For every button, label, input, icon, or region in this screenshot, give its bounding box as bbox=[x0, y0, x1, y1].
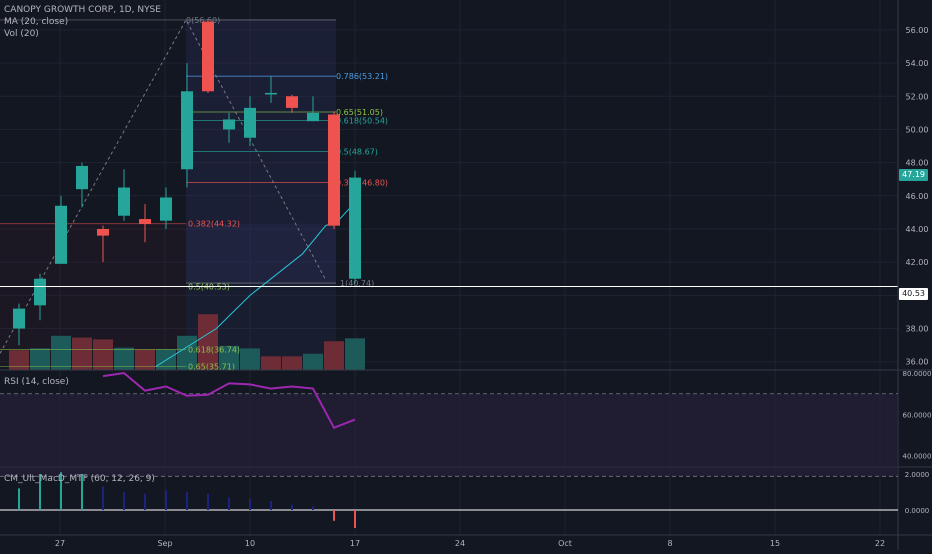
macd-bar bbox=[228, 497, 230, 510]
fib-label: 0.382(46.80) bbox=[336, 179, 388, 188]
rsi-axis-label: 40.0000 bbox=[903, 453, 932, 461]
rsi-axis-label: 60.0000 bbox=[903, 411, 932, 419]
macd-bar bbox=[249, 499, 251, 510]
price-axis-label: 50.00 bbox=[906, 125, 929, 134]
price-axis-label: 36.00 bbox=[906, 358, 929, 367]
volume-bar bbox=[198, 314, 218, 370]
macd-bar bbox=[81, 474, 83, 510]
volume-bar bbox=[72, 337, 92, 370]
chart-title: CANOPY GROWTH CORP, 1D, NYSE bbox=[4, 5, 161, 15]
volume-bar bbox=[135, 349, 155, 370]
rsi-legend: RSI (14, close) bbox=[4, 377, 69, 387]
price-axis-label: 46.00 bbox=[906, 192, 929, 201]
time-axis-label: 8 bbox=[667, 539, 672, 548]
macd-bar bbox=[123, 492, 125, 510]
price-axis-label: 52.00 bbox=[906, 92, 929, 101]
macd-bar bbox=[165, 490, 167, 510]
candle-body bbox=[55, 205, 67, 264]
price-axis-label: 56.00 bbox=[906, 26, 929, 35]
macd-bar bbox=[39, 474, 41, 510]
volume-bar bbox=[282, 356, 302, 370]
fib-label: 0.618(50.54) bbox=[336, 116, 388, 125]
price-axis-label: 42.00 bbox=[906, 258, 929, 267]
macd-bar bbox=[60, 472, 62, 510]
candle-body bbox=[286, 96, 298, 108]
candle-body bbox=[139, 219, 151, 225]
time-axis-label: 27 bbox=[55, 539, 65, 548]
candle-body bbox=[328, 114, 340, 226]
rsi-band bbox=[0, 393, 898, 477]
time-axis-label: 22 bbox=[875, 539, 885, 548]
fib-label: 0.65(51.05) bbox=[336, 108, 383, 117]
volume-bar bbox=[240, 348, 260, 370]
candle-body bbox=[202, 21, 214, 92]
fib-label-old: 0.382(44.32) bbox=[188, 220, 240, 229]
volume-bar bbox=[345, 338, 365, 370]
candle-body bbox=[349, 177, 361, 279]
candle-body bbox=[223, 119, 235, 130]
candle-body bbox=[244, 107, 256, 138]
price-axis-label: 44.00 bbox=[906, 225, 929, 234]
macd-legend: CM_Ult_MacD_MTF (60, 12, 26, 9) bbox=[4, 474, 155, 484]
time-axis-label: 17 bbox=[350, 539, 360, 548]
time-axis-label: 15 bbox=[770, 539, 780, 548]
fib-label: 0.786(53.21) bbox=[336, 72, 388, 81]
price-axis-label: 48.00 bbox=[906, 159, 929, 168]
time-axis-label: Oct bbox=[558, 539, 572, 548]
macd-bar bbox=[186, 492, 188, 510]
volume-bar bbox=[93, 339, 113, 370]
volume-bar bbox=[324, 341, 344, 370]
macd-axis-label: 2.0000 bbox=[905, 471, 930, 479]
macd-bar bbox=[312, 506, 314, 510]
candle-body bbox=[97, 228, 109, 236]
ma-legend: MA (20, close) bbox=[4, 17, 69, 27]
candle-body bbox=[76, 165, 88, 190]
volume-bar bbox=[219, 345, 239, 370]
last-price-tag: 47.19 bbox=[899, 169, 928, 181]
volume-bar bbox=[303, 353, 323, 370]
volume-bar bbox=[114, 347, 134, 370]
candle-body bbox=[13, 308, 25, 329]
macd-bar bbox=[102, 486, 104, 510]
time-axis-label: Sep bbox=[157, 539, 172, 548]
macd-bar bbox=[144, 493, 146, 510]
candle-body bbox=[118, 187, 130, 216]
volume-bar bbox=[51, 335, 71, 370]
macd-bar bbox=[270, 501, 272, 510]
fib-label-old: 0.65(35.71) bbox=[188, 363, 235, 372]
price-axis-label: 54.00 bbox=[906, 59, 929, 68]
crosshair-price-tag: 40.53 bbox=[899, 288, 928, 300]
fib-label: 0(56.60) bbox=[186, 16, 220, 25]
candle-body bbox=[265, 92, 277, 95]
volume-bar bbox=[261, 356, 281, 370]
macd-bar bbox=[18, 488, 20, 510]
volume-bar bbox=[30, 348, 50, 370]
time-axis-label: 10 bbox=[245, 539, 255, 548]
rsi-axis-label: 80.0000 bbox=[903, 370, 932, 378]
price-axis-label: 38.00 bbox=[906, 325, 929, 334]
macd-bar bbox=[333, 510, 335, 521]
candle-body bbox=[307, 112, 319, 122]
fib-label-old: 0.618(36.74) bbox=[188, 345, 240, 354]
candle-body bbox=[181, 91, 193, 170]
macd-bar bbox=[291, 504, 293, 510]
macd-bar bbox=[207, 493, 209, 510]
macd-bar bbox=[354, 510, 356, 528]
candle-body bbox=[34, 278, 46, 306]
volume-bar bbox=[9, 350, 29, 370]
time-axis-label: 24 bbox=[455, 539, 465, 548]
fib-label: 0.5(48.67) bbox=[336, 148, 378, 157]
vol-legend: Vol (20) bbox=[4, 29, 39, 39]
rsi-line bbox=[102, 372, 356, 430]
macd-axis-label: 0.0000 bbox=[905, 507, 930, 515]
fib-label: 1(40.74) bbox=[340, 279, 374, 288]
candle-body bbox=[160, 197, 172, 221]
